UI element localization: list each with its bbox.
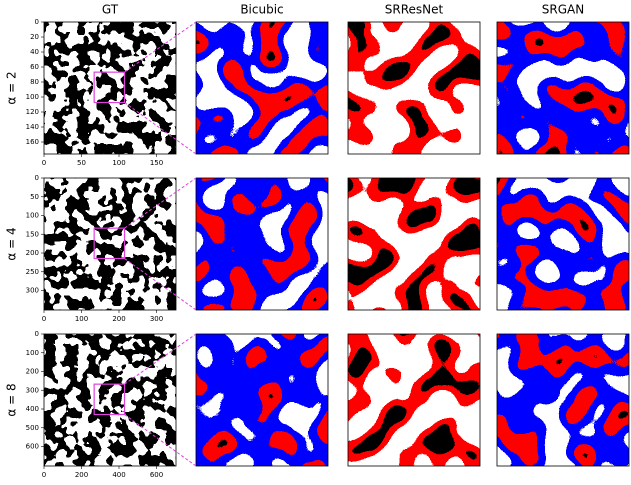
y-tick-label: 150 [26,230,39,238]
x-tick-label: 600 [150,471,163,479]
row-label: α = 2 [5,71,19,104]
y-tick-label: 20 [30,33,39,41]
image-panel [44,178,176,310]
y-tick-label: 50 [30,193,39,201]
column-title: SRGAN [542,3,584,17]
image-panel [196,178,328,310]
y-tick-label: 200 [26,368,39,376]
image-panel [44,22,176,154]
panel-frame [347,333,481,467]
y-tick-label: 60 [30,63,39,71]
x-tick-label: 100 [112,159,125,167]
x-tick-label: 200 [75,471,88,479]
zoom-line [124,333,197,385]
y-tick-label: 250 [26,268,39,276]
y-tick-label: 100 [26,349,39,357]
y-tick-label: 400 [26,405,39,413]
x-tick-label: 50 [77,159,86,167]
column-title: Bicubic [240,3,283,17]
x-tick-label: 0 [42,471,46,479]
x-tick-label: 150 [150,159,163,167]
panel-frame [496,177,630,311]
y-tick-label: 140 [26,123,39,131]
panel-frame [195,177,329,311]
image-panel [196,334,328,466]
column-title: SRResNet [385,3,444,17]
image-panel [44,334,176,466]
column-title: GT [102,3,119,17]
y-tick-label: 100 [26,93,39,101]
y-tick-label: 0 [35,18,39,26]
image-panel [348,178,480,310]
panel-frame [195,333,329,467]
y-tick-label: 600 [26,443,39,451]
x-tick-label: 400 [112,471,125,479]
y-tick-label: 500 [26,424,39,432]
zoom-box [93,227,126,260]
zoom-box [93,71,126,104]
y-tick-label: 80 [30,78,39,86]
y-tick-label: 300 [26,287,39,295]
image-panel [348,22,480,154]
image-panel [497,22,629,154]
y-tick-label: 300 [26,386,39,394]
y-tick-label: 100 [26,212,39,220]
image-panel [497,334,629,466]
zoom-line [124,177,197,229]
y-tick-label: 120 [26,108,39,116]
y-tick-label: 0 [35,330,39,338]
y-tick-label: 40 [30,48,39,56]
image-panel [348,334,480,466]
panel-frame [347,177,481,311]
y-tick-label: 160 [26,138,39,146]
x-tick-label: 300 [150,315,163,323]
row-label: α = 8 [5,383,19,416]
x-tick-label: 100 [75,315,88,323]
x-tick-label: 200 [112,315,125,323]
panel-frame [43,21,177,155]
panel-frame [496,21,630,155]
panel-frame [347,21,481,155]
panel-frame [43,177,177,311]
zoom-line [124,21,197,73]
image-panel [497,178,629,310]
y-tick-label: 200 [26,249,39,257]
x-tick-label: 0 [42,159,46,167]
panel-frame [496,333,630,467]
panel-frame [195,21,329,155]
x-tick-label: 0 [42,315,46,323]
panel-frame [43,333,177,467]
y-tick-label: 0 [35,174,39,182]
image-panel [196,22,328,154]
zoom-box [93,383,126,416]
row-label: α = 4 [5,227,19,260]
